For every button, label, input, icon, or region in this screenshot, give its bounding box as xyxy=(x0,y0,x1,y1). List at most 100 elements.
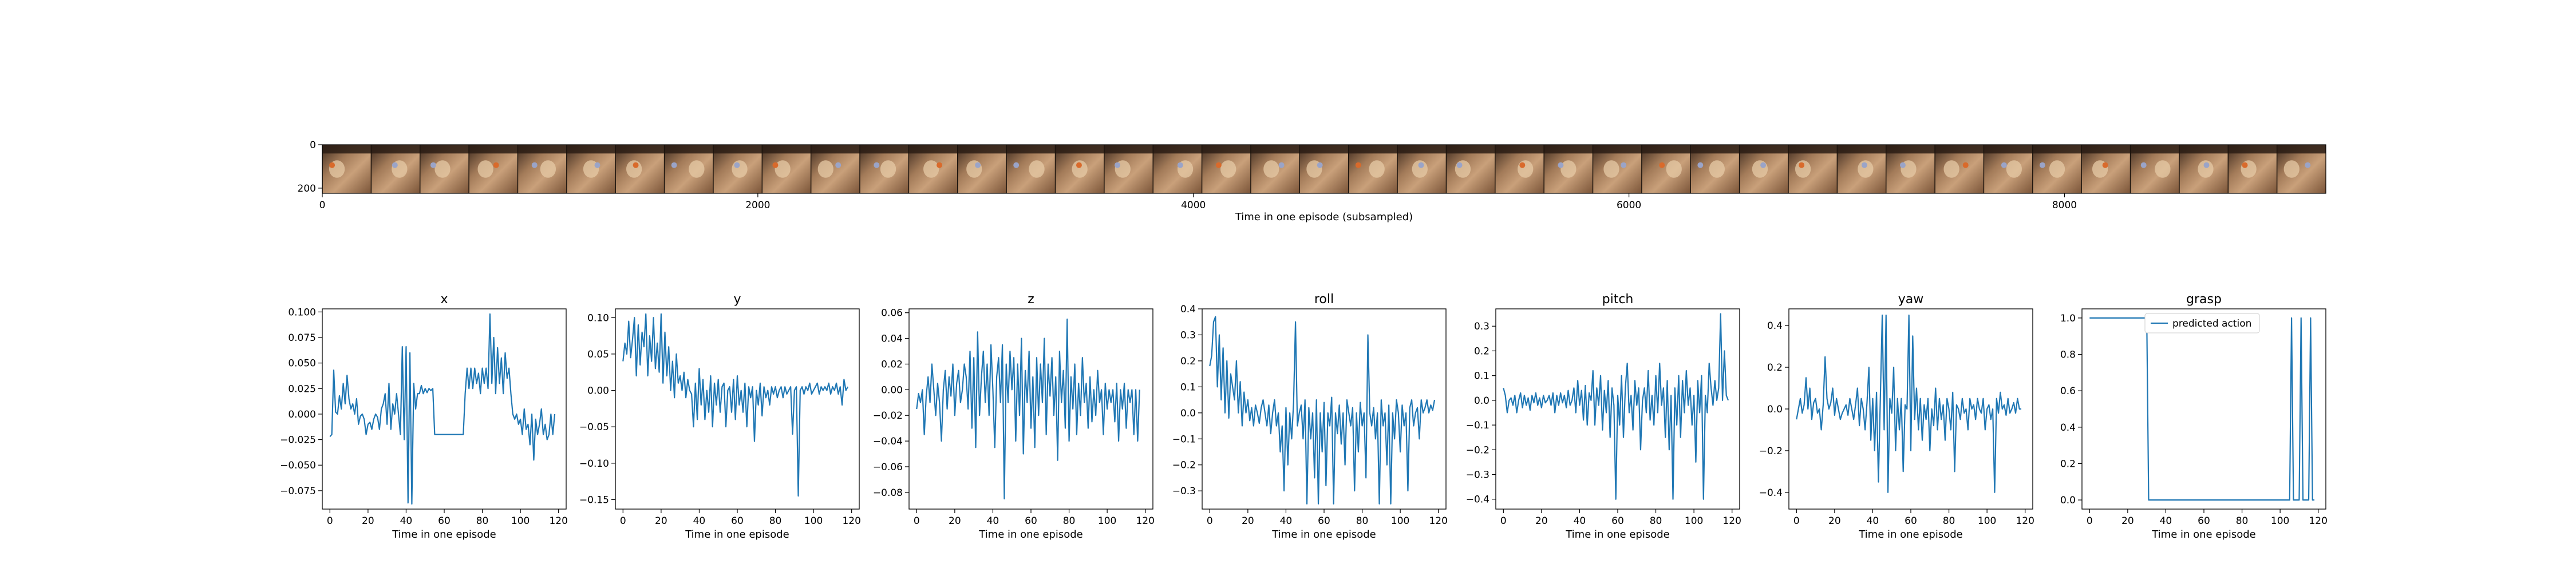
ytick-label: −0.1 xyxy=(1172,434,1196,445)
panel-title: grasp xyxy=(2186,292,2222,307)
ytick-label: −0.050 xyxy=(280,460,316,471)
frame-top-shadow xyxy=(957,145,1007,154)
frame-top-shadow xyxy=(469,145,518,154)
xtick-label: 60 xyxy=(731,515,744,527)
ytick-label: 0.2 xyxy=(2060,458,2076,470)
ytick-label: 0.02 xyxy=(881,359,903,370)
frame-robot-arm xyxy=(2006,160,2022,178)
frame-top-shadow xyxy=(322,145,372,154)
frame-object xyxy=(1177,162,1183,168)
ytick-label: 0.06 xyxy=(881,308,903,319)
frame-top-shadow xyxy=(1886,145,1935,154)
frame-object xyxy=(1278,162,1285,168)
ytick-label: −0.4 xyxy=(1466,494,1490,506)
ytick-label: 0.04 xyxy=(881,333,903,345)
xtick-label: 80 xyxy=(2236,515,2249,527)
frame-robot-arm xyxy=(1560,160,1577,178)
xtick-label: 120 xyxy=(2016,515,2034,527)
frame-object xyxy=(1621,162,1627,168)
xtick-label: 20 xyxy=(949,515,961,527)
ytick-label: 0.00 xyxy=(881,384,903,396)
frame-object xyxy=(937,162,943,168)
panel-title: pitch xyxy=(1602,292,1634,307)
frame-object xyxy=(1355,162,1361,168)
frame-object xyxy=(1519,162,1526,168)
xtick-label: 40 xyxy=(1280,515,1293,527)
ytick-label: −0.08 xyxy=(873,487,903,499)
frame-robot-arm xyxy=(540,160,556,178)
frame-top-shadow xyxy=(1690,145,1740,154)
frame-top-shadow xyxy=(1641,145,1691,154)
panel-x: x 0 20 40 60 80 100 120 −0.075 −0.050 −0.025 0.000 0… xyxy=(280,292,568,541)
frame-top-shadow xyxy=(713,145,762,154)
xtick-label: 60 xyxy=(1025,515,1037,527)
frame-object xyxy=(772,162,779,168)
frame-robot-arm xyxy=(1666,160,1682,178)
xtick-label: 40 xyxy=(400,515,413,527)
xtick-label: 100 xyxy=(1978,515,1996,527)
ytick-label: 0.0 xyxy=(1767,404,1783,415)
xtick-label: 100 xyxy=(1391,515,1409,527)
frame-robot-arm xyxy=(2198,160,2214,178)
xtick-label: 40 xyxy=(693,515,706,527)
frame-top-shadow xyxy=(566,145,616,154)
ytick-label: −0.2 xyxy=(1759,446,1783,457)
panel-y: y 0 20 40 60 80 100 120 −0.15 −0.10 −0.05 0.00 0.05 0… xyxy=(579,292,861,541)
frame-robot-arm xyxy=(1709,160,1725,178)
xtick-label: 60 xyxy=(1611,515,1624,527)
xtick-label: 20 xyxy=(1535,515,1548,527)
panel-z: z 0 20 40 60 80 100 120 −0.08 −0.06 −0.04 −0.02 0.00… xyxy=(873,292,1155,541)
xtick-label: 40 xyxy=(2160,515,2172,527)
frame-object xyxy=(2102,162,2108,168)
frame-top-shadow xyxy=(420,145,469,154)
frame-object xyxy=(1215,162,1222,168)
xtick-label: 0 xyxy=(1207,515,1213,527)
ytick-label: −0.3 xyxy=(1466,470,1490,481)
filmstrip-xtick-label: 6000 xyxy=(1617,200,1641,211)
ytick-label: 0.025 xyxy=(288,383,316,395)
panel-grasp: grasp 0 20 40 60 80 100 120 0.0 0.2 0.4 0.6 0.8 1.0 Ti… xyxy=(2060,292,2328,541)
filmstrip-xtick-label: 4000 xyxy=(1181,200,1206,211)
panel-title: x xyxy=(440,292,448,307)
frame-top-shadow xyxy=(615,145,665,154)
xtick-label: 100 xyxy=(804,515,823,527)
frame-top-shadow xyxy=(1739,145,1788,154)
xtick-label: 40 xyxy=(1574,515,1586,527)
ytick-label: −0.025 xyxy=(280,435,316,446)
frame-object xyxy=(1861,162,1867,168)
ytick-label: −0.05 xyxy=(579,422,609,433)
ytick-label: 0.2 xyxy=(1767,362,1783,374)
ytick-label: 0.050 xyxy=(288,358,316,370)
ytick-label: 0.6 xyxy=(2060,386,2076,397)
xtick-label: 60 xyxy=(2198,515,2210,527)
frame-object xyxy=(671,162,677,168)
xtick-label: 0 xyxy=(1793,515,1800,527)
ytick-label: 0.0 xyxy=(2060,495,2076,506)
xtick-label: 60 xyxy=(1905,515,1917,527)
frame-robot-arm xyxy=(477,160,493,178)
xtick-label: 20 xyxy=(2121,515,2134,527)
frame-top-shadow xyxy=(1788,145,1838,154)
series-line xyxy=(622,313,849,497)
xtick-label: 40 xyxy=(987,515,999,527)
frame-top-shadow xyxy=(762,145,811,154)
panel-xlabel: Time in one episode xyxy=(685,529,789,541)
series-line xyxy=(1796,314,2022,493)
frame-object xyxy=(2140,162,2147,168)
frame-object xyxy=(1799,162,1805,168)
frame-object xyxy=(392,162,398,168)
series-line xyxy=(1209,316,1436,505)
panel-title: z xyxy=(1028,292,1034,307)
frame-top-shadow xyxy=(1984,145,2033,154)
frame-robot-arm xyxy=(1369,160,1385,178)
ytick-label: 0.4 xyxy=(2060,422,2076,434)
panel-pitch: pitch 0 20 40 60 80 100 120 −0.4 −0.3 −0.2 −0.1 0.0 0… xyxy=(1466,292,1741,541)
xtick-label: 60 xyxy=(438,515,451,527)
frame-top-shadow xyxy=(1935,145,1984,154)
frame-object xyxy=(531,162,538,168)
ytick-label: 0.1 xyxy=(1180,382,1196,393)
frame-robot-arm xyxy=(689,160,705,178)
frame-robot-arm xyxy=(1518,160,1534,178)
ytick-label: −0.075 xyxy=(280,486,316,497)
